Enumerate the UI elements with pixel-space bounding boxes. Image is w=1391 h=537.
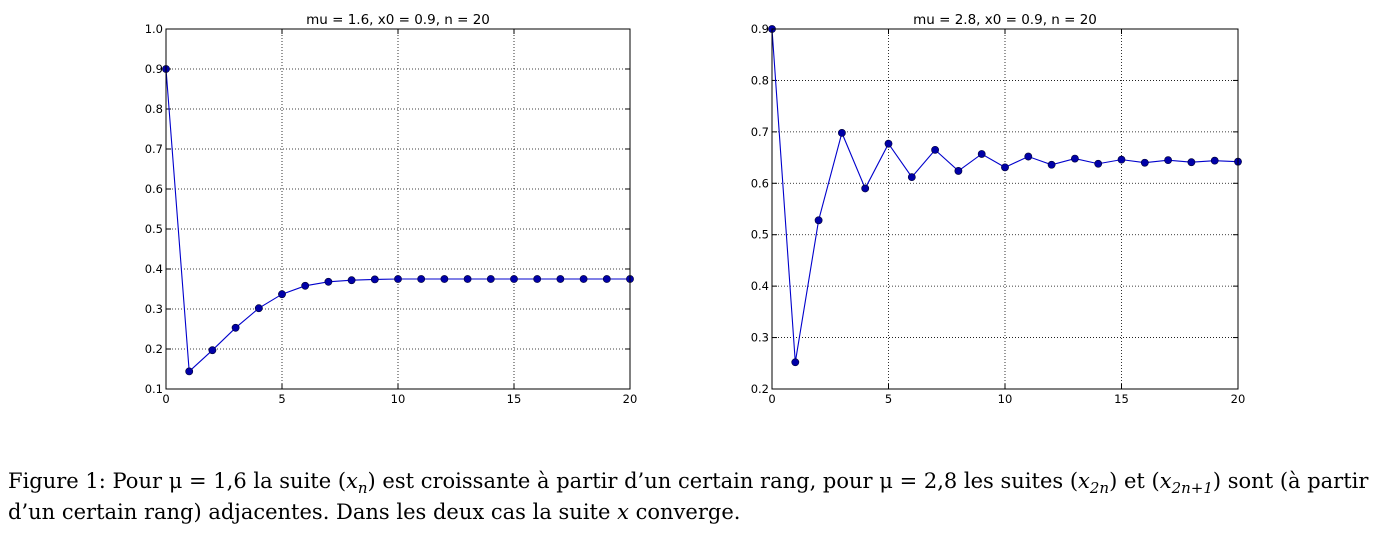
data-point bbox=[1001, 163, 1009, 172]
caption-sub-2n1: 2n+1 bbox=[1171, 479, 1213, 497]
chart-title: mu = 1.6, x0 = 0.9, n = 20 bbox=[306, 12, 490, 28]
y-tick-label: 0.8 bbox=[751, 73, 769, 87]
data-point bbox=[370, 275, 379, 284]
x-tick-label: 10 bbox=[998, 392, 1013, 406]
data-point bbox=[1117, 155, 1126, 164]
caption-label: Figure 1: bbox=[8, 469, 106, 493]
data-point bbox=[884, 139, 893, 148]
y-tick-label: 0.8 bbox=[145, 102, 163, 116]
caption-sub-n: n bbox=[357, 479, 368, 497]
data-point bbox=[1071, 154, 1079, 163]
data-point bbox=[463, 275, 472, 283]
data-point bbox=[394, 275, 402, 283]
data-point bbox=[533, 275, 542, 283]
y-tick-label: 0.5 bbox=[751, 228, 769, 242]
data-point bbox=[254, 304, 263, 313]
plot-mu-1-6: 0 5 10 15 20 0.1 0.2 0.3 0.4 0.5 0.6 0.7 0.8 0.9 1.0 mu… bbox=[145, 12, 638, 406]
data-point bbox=[301, 281, 310, 290]
data-point bbox=[440, 275, 449, 283]
x-tick-label: 15 bbox=[507, 392, 522, 406]
data-point bbox=[185, 367, 194, 376]
data-point bbox=[602, 275, 611, 283]
caption-text-1: Pour μ = 1,6 la suite ( bbox=[112, 469, 347, 493]
x-tick-label: 15 bbox=[1114, 392, 1129, 406]
data-point bbox=[231, 323, 240, 332]
y-tick-label: 0.4 bbox=[145, 262, 163, 276]
data-point bbox=[347, 276, 356, 285]
y-tick-label: 0.3 bbox=[751, 331, 769, 345]
y-tick-label: 0.7 bbox=[145, 142, 163, 156]
caption-text-3: ) et ( bbox=[1109, 469, 1160, 493]
x-tick-label: 0 bbox=[162, 392, 169, 406]
x-tick-label: 5 bbox=[885, 392, 892, 406]
data-point bbox=[931, 145, 939, 154]
caption-text-2: ) est croissante à partir d’un certain r… bbox=[367, 469, 1079, 493]
y-tick-label: 0.3 bbox=[145, 302, 163, 316]
data-point bbox=[278, 290, 286, 299]
data-point bbox=[791, 358, 800, 367]
x-tick-label: 0 bbox=[768, 392, 775, 406]
x-tick-label: 20 bbox=[623, 392, 638, 406]
x-tick-label: 20 bbox=[1231, 392, 1246, 406]
plot-frame bbox=[771, 28, 1239, 390]
y-tick-label: 0.9 bbox=[145, 62, 163, 76]
caption-var-x: x bbox=[1078, 469, 1090, 493]
data-point bbox=[1164, 156, 1172, 165]
data-point bbox=[1094, 159, 1103, 168]
data-point bbox=[556, 275, 565, 283]
y-tick-label: 0.5 bbox=[145, 222, 163, 236]
data-point bbox=[1047, 160, 1056, 169]
figure-caption: Figure 1: Pour μ = 1,6 la suite (xn) est… bbox=[8, 466, 1386, 528]
plot-frame bbox=[165, 28, 631, 390]
data-point bbox=[486, 275, 495, 283]
data-point bbox=[1024, 152, 1033, 161]
data-point bbox=[1210, 156, 1219, 165]
caption-text-4: ) sont (à partir d’un certain rang) adja… bbox=[8, 469, 1369, 524]
y-tick-label: 1.0 bbox=[145, 22, 163, 36]
data-point bbox=[814, 216, 823, 225]
data-point bbox=[417, 275, 426, 283]
data-point bbox=[907, 173, 916, 182]
y-tick-label: 0.6 bbox=[751, 176, 769, 190]
plot-mu-2-8: 0 5 10 15 20 0.2 0.3 0.4 0.5 0.6 0.7 0.8 0.9 mu = 2.8… bbox=[751, 12, 1246, 406]
y-tick-label: 0.6 bbox=[145, 182, 163, 196]
data-point bbox=[579, 275, 588, 283]
y-tick-label: 0.1 bbox=[145, 382, 163, 396]
chart-title: mu = 2.8, x0 = 0.9, n = 20 bbox=[913, 12, 1097, 28]
data-point bbox=[324, 277, 333, 286]
x-tick-label: 5 bbox=[278, 392, 285, 406]
y-tick-label: 0.2 bbox=[145, 342, 163, 356]
data-point bbox=[838, 128, 846, 137]
caption-var-x: x bbox=[346, 469, 358, 493]
data-point bbox=[1140, 158, 1149, 167]
data-point bbox=[861, 184, 870, 193]
data-point bbox=[1187, 158, 1196, 167]
caption-var-x: x bbox=[1159, 469, 1172, 493]
y-tick-label: 0.2 bbox=[751, 382, 769, 396]
y-tick-label: 0.7 bbox=[751, 125, 769, 139]
data-point bbox=[954, 167, 963, 175]
data-point bbox=[510, 275, 518, 283]
data-point bbox=[977, 150, 986, 158]
caption-var-x: x bbox=[617, 500, 629, 524]
series-line bbox=[771, 28, 1239, 363]
data-point bbox=[208, 346, 217, 355]
y-tick-label: 0.9 bbox=[751, 22, 769, 36]
y-tick-label: 0.4 bbox=[751, 279, 769, 293]
caption-text-5: converge. bbox=[628, 500, 741, 524]
caption-sub-2n: 2n bbox=[1089, 479, 1110, 497]
x-tick-label: 10 bbox=[391, 392, 406, 406]
